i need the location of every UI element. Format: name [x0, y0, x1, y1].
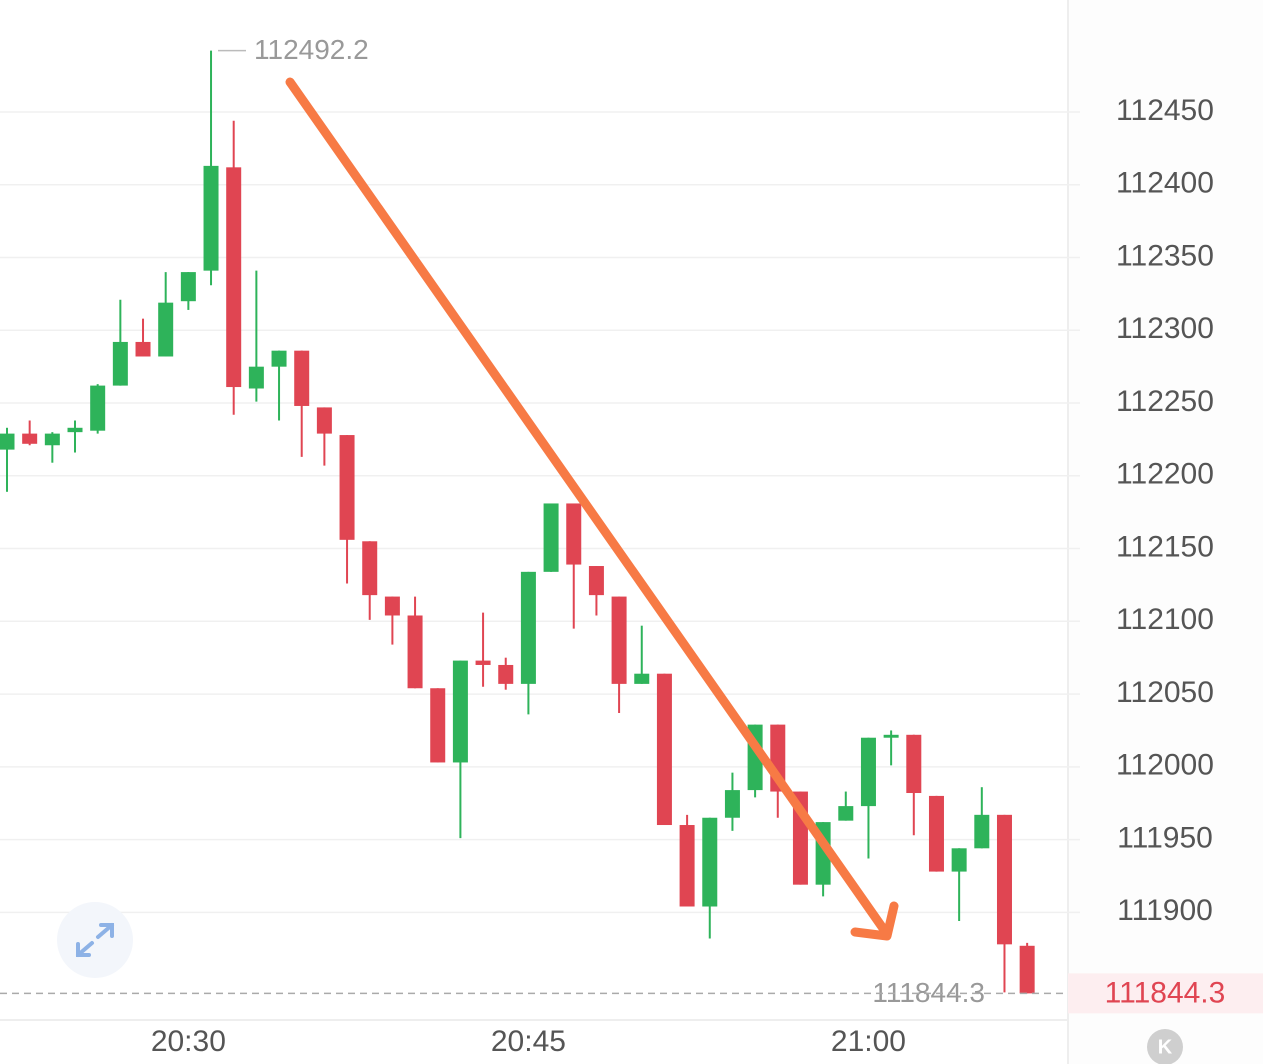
x-tick-label: 21:00 — [831, 1025, 906, 1058]
candle-body — [362, 541, 378, 596]
brand-circle — [1147, 1029, 1183, 1064]
axis-panel — [1068, 0, 1263, 1064]
candle-body — [520, 571, 536, 684]
last-price-plot-label: 111844.3 — [872, 977, 985, 1008]
candle-body — [226, 167, 242, 388]
arrow-head — [850, 901, 899, 941]
y-tick-label: 112150 — [1116, 530, 1214, 563]
candle-body — [90, 385, 106, 431]
brand-icon: K — [1147, 1029, 1183, 1064]
candle-body — [996, 814, 1012, 945]
y-tick-label: 112250 — [1116, 385, 1214, 418]
x-tick-label: 20:45 — [491, 1025, 566, 1058]
candle-body — [339, 435, 355, 540]
trend-arrow — [285, 77, 899, 941]
candle-body — [883, 734, 899, 738]
expand-button[interactable] — [57, 902, 133, 978]
last-price-badge — [1068, 973, 1263, 1014]
y-tick-label: 112200 — [1116, 458, 1214, 491]
candle-body — [588, 566, 604, 596]
candle-body — [860, 737, 876, 807]
candle-body — [67, 427, 83, 433]
candle-body — [679, 825, 695, 907]
candle-body — [316, 407, 332, 434]
candle-body — [180, 272, 196, 302]
grid — [0, 111, 1080, 914]
y-tick-label: 112100 — [1116, 603, 1214, 636]
last-price-axis-label: 111844.3 — [1105, 976, 1226, 1009]
expand-bg[interactable] — [57, 902, 133, 978]
y-tick-label: 112450 — [1116, 94, 1214, 127]
y-tick-label: 111900 — [1117, 894, 1213, 927]
candle-body — [951, 848, 967, 872]
candle-body — [294, 350, 310, 406]
candle-body — [430, 688, 446, 763]
y-tick-label: 112000 — [1116, 749, 1214, 782]
candle-body — [656, 673, 672, 826]
candle-body — [452, 660, 468, 763]
candles — [0, 50, 1035, 994]
candle-body — [611, 596, 627, 684]
candle-body — [475, 660, 491, 665]
y-tick-label: 112300 — [1116, 312, 1214, 345]
candle-body — [928, 795, 944, 872]
candle-body — [634, 673, 650, 684]
y-tick-label: 112350 — [1116, 239, 1214, 272]
candle-body — [271, 350, 287, 367]
candle-body — [203, 165, 219, 271]
y-tick-label: 112400 — [1116, 167, 1214, 200]
candle-body — [112, 341, 128, 386]
candle-body — [1019, 945, 1035, 994]
expand-icon[interactable] — [76, 923, 114, 957]
candle-body — [566, 503, 582, 565]
x-tick-label: 20:30 — [151, 1025, 226, 1058]
candle-body — [248, 366, 264, 389]
brand-letter: K — [1158, 1036, 1173, 1058]
high-label: 112492.2 — [254, 34, 369, 65]
candle-body — [407, 615, 423, 689]
candle-body — [44, 433, 60, 446]
y-tick-label: 112050 — [1116, 676, 1214, 709]
candle-body — [22, 433, 38, 444]
candle-body — [0, 433, 15, 450]
candle-body — [543, 503, 559, 572]
candle-body — [906, 734, 922, 794]
candle-body — [838, 806, 854, 821]
candle-body — [135, 341, 151, 357]
candle-body — [724, 790, 740, 818]
candle-body — [702, 817, 718, 907]
candle-body — [158, 302, 174, 357]
arrow-shaft — [285, 77, 892, 939]
candle-body — [974, 814, 990, 849]
y-tick-label: 111950 — [1117, 821, 1213, 854]
candle-body — [384, 596, 400, 616]
candle-body — [498, 664, 514, 684]
